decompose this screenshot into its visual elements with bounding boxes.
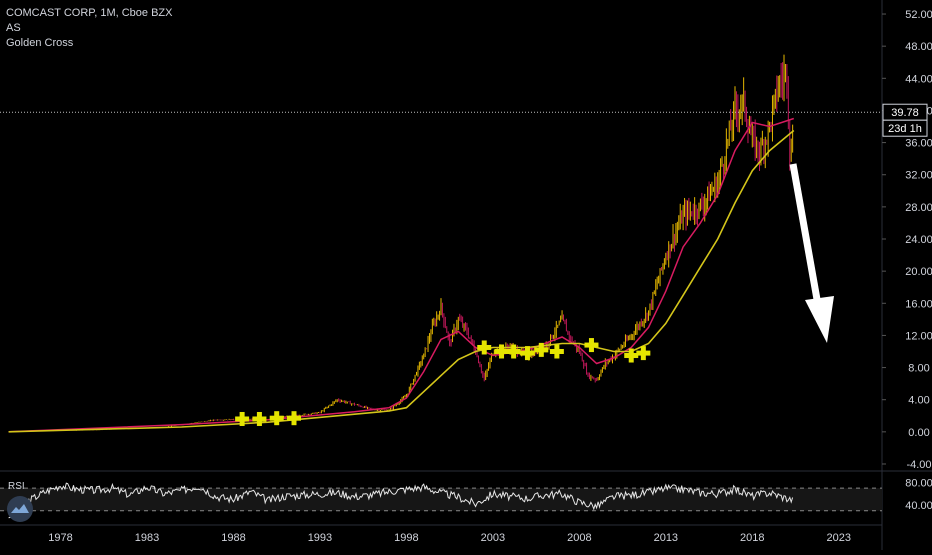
last-price-value: 39.78 [891,107,919,119]
golden-cross-marker-v [511,344,517,359]
golden-cross-marker[interactable] [624,348,639,363]
price-tick-label: 52.00 [905,9,932,21]
price-tick-label: 0.00 [908,427,929,439]
time-tick-label: 1983 [135,532,159,544]
golden-cross-marker-v [256,411,262,426]
arrow-head [805,296,834,343]
time-tick-label: 1978 [48,532,72,544]
price-tick-label: 48.00 [905,41,932,53]
golden-cross-marker-v [291,411,297,426]
golden-cross-marker-v [524,346,530,361]
golden-cross-marker-v [588,338,594,353]
price-tick-label: 12.00 [905,330,932,342]
golden-cross-marker-v [640,346,646,361]
golden-cross-marker-v [239,411,245,426]
price-tick-label: 4.00 [908,395,929,407]
golden-cross-marker-v [554,344,560,359]
golden-cross-marker-v [499,344,505,359]
golden-cross-marker[interactable] [549,344,564,359]
golden-cross-marker-v [628,348,634,363]
rsi-label: RSI [8,481,25,492]
moving-average-slow-line[interactable] [8,129,795,433]
price-tick-label: 28.00 [905,202,932,214]
time-tick-label: 1988 [221,532,245,544]
price-tick-label: 24.00 [905,234,932,246]
golden-cross-marker[interactable] [584,338,599,353]
rsi-pane[interactable]: RSI [0,481,882,522]
countdown-value: 23d 1h [888,123,922,135]
golden-cross-marker[interactable] [287,411,301,426]
price-tick-label: 8.00 [908,363,929,375]
golden-cross-marker[interactable] [235,411,250,426]
price-tick-label: 16.00 [905,298,932,310]
time-tick-label: 2008 [567,532,591,544]
golden-cross-marker[interactable] [477,340,492,355]
logo-glyph [11,504,29,513]
golden-cross-marker[interactable] [520,346,535,361]
chart-logo-icon[interactable] [7,496,33,522]
price-pane[interactable] [0,54,882,433]
golden-cross-marker-v [481,340,487,355]
indicator-golden-cross-label[interactable]: Golden Cross [6,37,74,49]
time-tick-label: 2018 [740,532,764,544]
chart-legend: COMCAST CORP, 1M, Cboe BZX AS Golden Cro… [6,6,172,51]
golden-cross-marker-v [274,411,280,426]
rsi-tick-label: 40.00 [905,500,932,512]
time-tick-label: 1998 [394,532,418,544]
golden-cross-marker[interactable] [534,342,549,357]
price-tick-label: 36.00 [905,138,932,150]
price-tick-label: 44.00 [905,73,932,85]
time-tick-label: 2023 [827,532,851,544]
golden-cross-marker[interactable] [269,411,284,426]
golden-cross-marker[interactable] [252,411,267,426]
rsi-line[interactable] [8,482,794,519]
price-tick-label: 20.00 [905,266,932,278]
countdown-badge [882,119,928,137]
rsi-band [0,488,882,511]
moving-average-fast-line[interactable] [8,117,795,433]
price-tick-label: 32.00 [905,170,932,182]
golden-cross-marker[interactable] [506,344,521,359]
arrow-shaft [789,163,822,306]
golden-cross-marker[interactable] [636,346,651,361]
golden-cross-marker[interactable] [494,344,509,359]
axes: 52.00 48.00 44.00 40.00 36.00 32.00 28.00 24.00… [0,9,932,544]
golden-cross-marker-v [538,342,544,357]
time-tick-label: 2013 [654,532,678,544]
rsi-tick-label: 80.00 [905,477,932,489]
price-tick-label: -4.00 [906,459,931,471]
time-tick-label: 1993 [308,532,332,544]
down-arrow-annotation[interactable] [789,163,834,343]
time-tick-label: 2003 [481,532,505,544]
indicator-as-label[interactable]: AS [6,22,21,34]
symbol-title[interactable]: COMCAST CORP, 1M, Cboe BZX [6,7,173,19]
